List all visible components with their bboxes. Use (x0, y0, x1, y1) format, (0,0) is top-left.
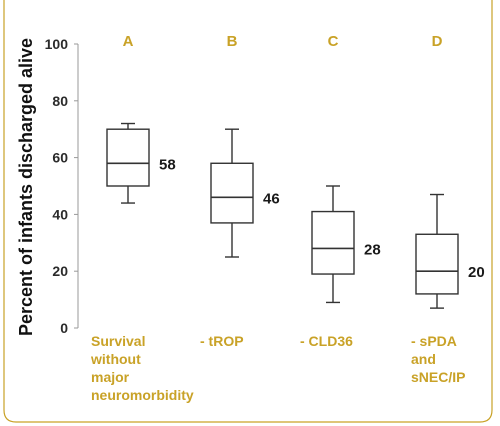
caption-line: - tROP (200, 333, 244, 349)
iqr-box (311, 210, 355, 275)
y-tick-label: 20 (52, 263, 68, 279)
category-letter: C (328, 33, 339, 50)
box-plot-b (210, 128, 254, 258)
y-tick-label: 60 (52, 150, 68, 166)
box-plot-a (106, 122, 150, 204)
caption-line: major (91, 369, 130, 385)
y-tick-label: 100 (45, 36, 69, 52)
caption-line: Survival (91, 333, 145, 349)
median-value-label: 58 (159, 156, 176, 173)
y-tick-label: 80 (52, 93, 68, 109)
box-plot-d (415, 193, 459, 309)
outer-frame (3, 0, 493, 423)
caption-line: neuromorbidity (91, 387, 194, 403)
category-letter: A (123, 33, 134, 50)
y-tick-label: 0 (60, 320, 68, 336)
category-caption: Survival without major neuromorbidity (90, 333, 194, 403)
category-caption: - sPDA and sNEC/IP (411, 333, 465, 385)
caption-line: - sPDA (411, 333, 457, 349)
y-tick-label: 40 (52, 206, 68, 222)
median-value-label: 46 (263, 190, 280, 207)
caption-line: sNEC/IP (411, 369, 465, 385)
caption-line: and (411, 351, 436, 367)
category-letters: A B C D (123, 33, 443, 50)
caption-line: without (90, 351, 141, 367)
caption-line: - CLD36 (300, 333, 353, 349)
category-caption: - tROP (200, 333, 244, 349)
category-caption: - CLD36 (300, 333, 353, 349)
box-plot-c (311, 185, 355, 304)
median-value-label: 20 (468, 264, 485, 281)
category-letter: B (227, 33, 238, 50)
y-axis: 0 20 40 60 80 100 (45, 36, 79, 336)
box-series (106, 122, 459, 309)
category-letter: D (432, 33, 443, 50)
median-value-label: 28 (364, 241, 381, 258)
y-axis-label: Percent of infants discharged alive (16, 38, 36, 336)
category-captions: Survival without major neuromorbidity - tROP… (90, 333, 465, 403)
median-labels: 58 46 28 20 (159, 156, 485, 281)
iqr-box (210, 162, 254, 224)
iqr-box (106, 128, 150, 187)
iqr-box (415, 233, 459, 295)
